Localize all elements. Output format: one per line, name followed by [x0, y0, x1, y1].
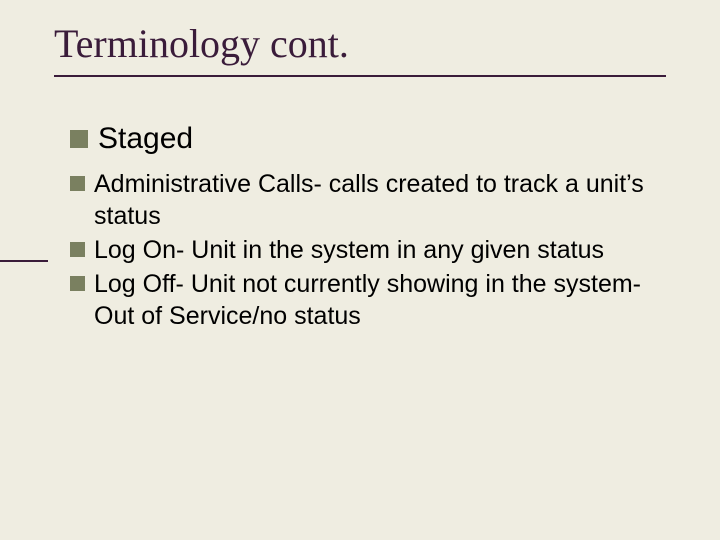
content-area: Staged Administrative Calls- calls creat…	[70, 120, 670, 334]
list-item: Staged	[70, 120, 670, 158]
slide-title: Terminology cont.	[54, 20, 349, 67]
slide: Terminology cont. Staged Administrative …	[0, 0, 720, 540]
list-item: Log Off- Unit not currently showing in t…	[70, 268, 670, 332]
list-item: Log On- Unit in the system in any given …	[70, 234, 670, 266]
square-bullet-icon	[70, 130, 88, 148]
square-bullet-icon	[70, 242, 85, 257]
list-item-text: Administrative Calls- calls created to t…	[94, 168, 670, 232]
square-bullet-icon	[70, 276, 85, 291]
list-item-text: Log On- Unit in the system in any given …	[94, 234, 670, 266]
square-bullet-icon	[70, 176, 85, 191]
side-accent-line	[0, 260, 48, 262]
list-item: Administrative Calls- calls created to t…	[70, 168, 670, 232]
title-underline	[54, 75, 666, 77]
list-item-text: Log Off- Unit not currently showing in t…	[94, 268, 670, 332]
list-item-text: Staged	[98, 120, 670, 158]
